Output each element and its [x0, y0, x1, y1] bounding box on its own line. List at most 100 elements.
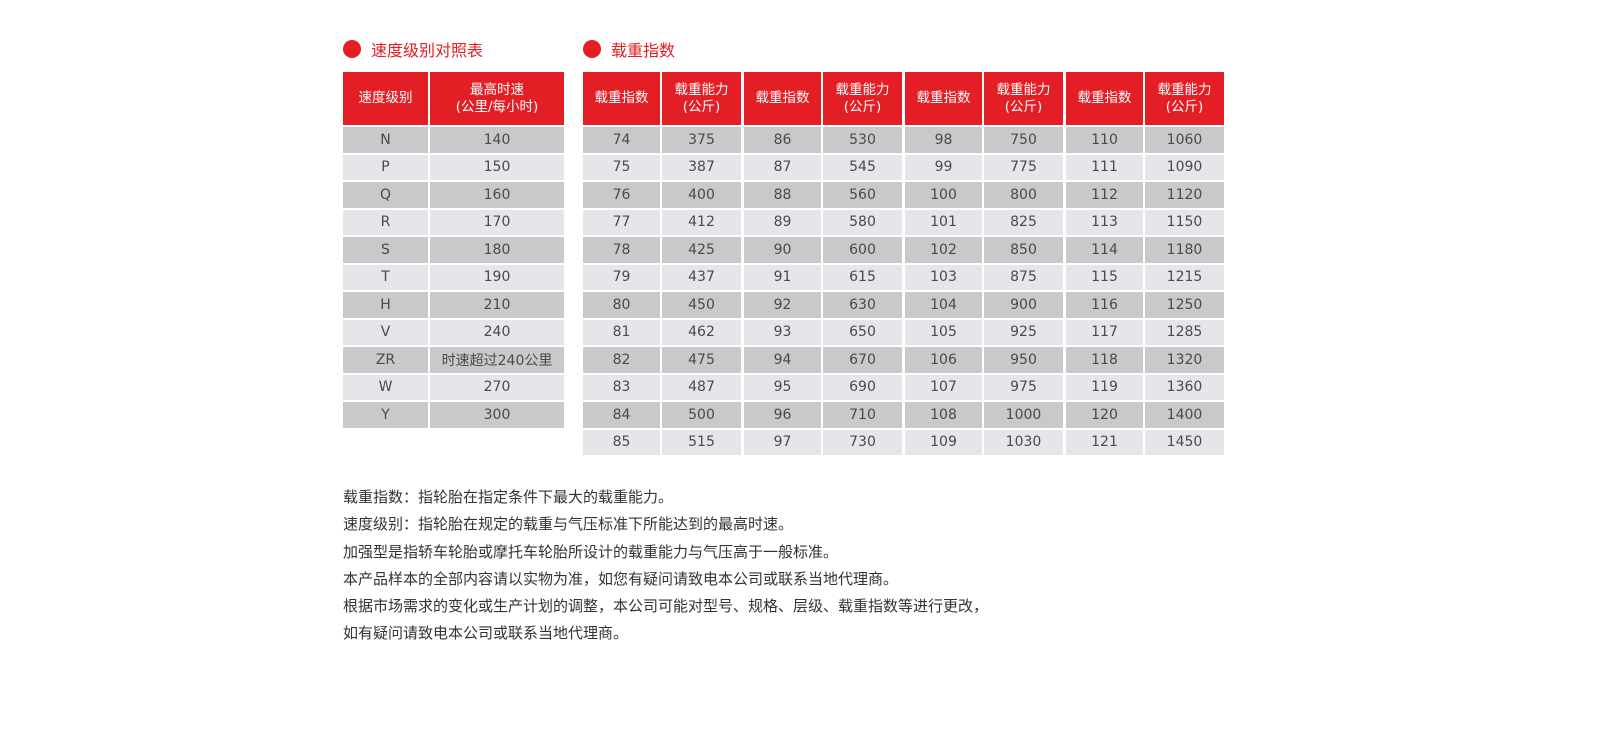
table-row: Q 160 [343, 182, 564, 208]
table-cell: 190 [430, 264, 564, 290]
table-cell: 97 [744, 429, 821, 455]
table-row: 116 1250 [1066, 292, 1224, 318]
table-row: P 150 [343, 154, 564, 180]
table-row: 113 1150 [1066, 209, 1224, 235]
table-cell: 74 [583, 127, 660, 153]
table-cell: 107 [905, 374, 982, 400]
table-cell: 104 [905, 292, 982, 318]
table-cell: 462 [662, 319, 741, 345]
table-row: 98 750 [905, 127, 1063, 153]
table-cell: 105 [905, 319, 982, 345]
table-cell: 375 [662, 127, 741, 153]
table-row: H 210 [343, 292, 564, 318]
table-row: T 190 [343, 264, 564, 290]
table-cell: 101 [905, 209, 982, 235]
table-cell: 1000 [984, 402, 1063, 428]
table-row: 110 1060 [1066, 127, 1224, 153]
load-table: 载重指数 载重能力 (公斤) 110 1060 111 1090 112 1120 113 115… [1066, 72, 1224, 457]
table-row: 78 425 [583, 237, 741, 263]
speed-table: 速度级别 最高时速 (公里/每小时) N 140 P 150 Q 160 R 170 S 180 T 19… [343, 72, 564, 430]
table-row: 76 400 [583, 182, 741, 208]
table-cell: 83 [583, 374, 660, 400]
table-cell: 100 [905, 182, 982, 208]
table-cell: 84 [583, 402, 660, 428]
table-cell: 98 [905, 127, 982, 153]
table-cell: 108 [905, 402, 982, 428]
table-cell: 950 [984, 347, 1063, 373]
table-cell: 925 [984, 319, 1063, 345]
table-cell: 121 [1066, 429, 1143, 455]
load-section-title: 载重指数 [583, 37, 675, 61]
table-cell: 437 [662, 264, 741, 290]
table-cell: 时速超过240公里 [430, 347, 564, 373]
table-cell: 1180 [1145, 237, 1224, 263]
table-cell: S [343, 237, 428, 263]
table-row: 111 1090 [1066, 154, 1224, 180]
table-cell: 560 [823, 182, 902, 208]
table-cell: 103 [905, 264, 982, 290]
header-cell: 载重能力 (公斤) [984, 72, 1063, 125]
table-cell: 1150 [1145, 209, 1224, 235]
table-row: 80 450 [583, 292, 741, 318]
table-cell: 1090 [1145, 154, 1224, 180]
table-cell: 875 [984, 264, 1063, 290]
table-row: 84 500 [583, 402, 741, 428]
table-cell: 86 [744, 127, 821, 153]
bullet-dot-icon [583, 40, 601, 58]
table-cell: 109 [905, 429, 982, 455]
table-header: 载重指数 载重能力 (公斤) [1066, 72, 1224, 125]
table-cell: 112 [1066, 182, 1143, 208]
table-row: 106 950 [905, 347, 1063, 373]
header-cell: 载重能力 (公斤) [1145, 72, 1224, 125]
table-row: 90 600 [744, 237, 902, 263]
table-cell: 425 [662, 237, 741, 263]
table-row: 87 545 [744, 154, 902, 180]
table-cell: 110 [1066, 127, 1143, 153]
table-row: 91 615 [744, 264, 902, 290]
table-cell: 1400 [1145, 402, 1224, 428]
table-cell: 515 [662, 429, 741, 455]
table-cell: 300 [430, 402, 564, 428]
table-cell: 1250 [1145, 292, 1224, 318]
header-cell: 载重指数 [905, 72, 982, 125]
table-cell: 102 [905, 237, 982, 263]
bullet-dot-icon [343, 40, 361, 58]
table-cell: 160 [430, 182, 564, 208]
table-cell: 93 [744, 319, 821, 345]
table-cell: 412 [662, 209, 741, 235]
table-row: V 240 [343, 319, 564, 345]
load-title-text: 载重指数 [611, 41, 676, 60]
table-cell: 115 [1066, 264, 1143, 290]
table-cell: 900 [984, 292, 1063, 318]
header-cell: 载重指数 [583, 72, 660, 125]
table-cell: 500 [662, 402, 741, 428]
table-cell: 87 [744, 154, 821, 180]
table-cell: 650 [823, 319, 902, 345]
note-line: 载重指数：指轮胎在指定条件下最大的载重能力。 [343, 488, 674, 506]
note-line: 根据市场需求的变化或生产计划的调整，本公司可能对型号、规格、层级、载重指数等进行… [343, 597, 989, 616]
table-row: 114 1180 [1066, 237, 1224, 263]
table-cell: 710 [823, 402, 902, 428]
table-cell: 150 [430, 154, 564, 180]
table-cell: 775 [984, 154, 1063, 180]
table-row: Y 300 [343, 402, 564, 428]
table-row: 81 462 [583, 319, 741, 345]
table-cell: Y [343, 402, 428, 428]
table-row: W 270 [343, 374, 564, 400]
load-table: 载重指数 载重能力 (公斤) 74 375 75 387 76 400 77 412 78 425 79… [583, 72, 741, 457]
header-cell: 载重指数 [744, 72, 821, 125]
table-row: 82 475 [583, 347, 741, 373]
header-cell: 载重能力 (公斤) [662, 72, 741, 125]
notes: 载重指数：指轮胎在指定条件下最大的载重能力。 速度级别：指轮胎在规定的载重与气压标… [343, 484, 988, 648]
table-row: 86 530 [744, 127, 902, 153]
table-row: 99 775 [905, 154, 1063, 180]
table-row: N 140 [343, 127, 564, 153]
table-cell: 91 [744, 264, 821, 290]
table-cell: 240 [430, 319, 564, 345]
table-cell: 450 [662, 292, 741, 318]
table-row: 109 1030 [905, 429, 1063, 455]
table-cell: 81 [583, 319, 660, 345]
table-cell: 170 [430, 209, 564, 235]
table-cell: 210 [430, 292, 564, 318]
table-cell: 615 [823, 264, 902, 290]
